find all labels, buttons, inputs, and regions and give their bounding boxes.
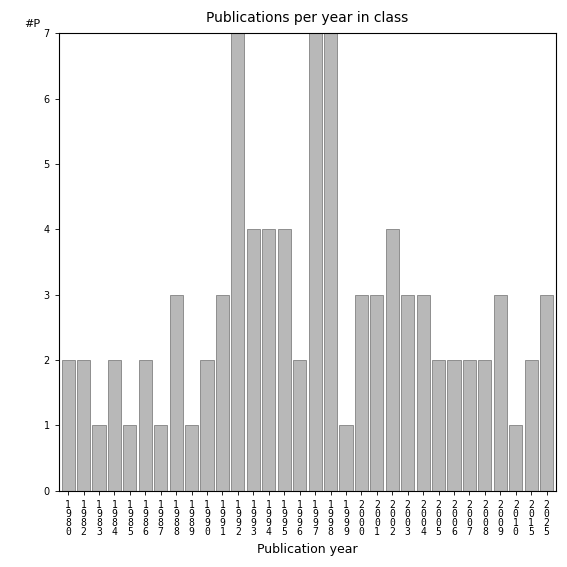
- Bar: [216, 295, 229, 490]
- Bar: [401, 295, 414, 490]
- Bar: [170, 295, 183, 490]
- Text: #P: #P: [24, 19, 40, 29]
- Bar: [262, 229, 276, 490]
- Bar: [479, 360, 492, 490]
- Bar: [154, 425, 167, 490]
- Bar: [355, 295, 368, 490]
- Bar: [77, 360, 90, 490]
- Bar: [185, 425, 198, 490]
- Bar: [278, 229, 291, 490]
- Bar: [293, 360, 306, 490]
- X-axis label: Publication year: Publication year: [257, 543, 358, 556]
- Bar: [231, 33, 244, 490]
- Bar: [340, 425, 353, 490]
- Bar: [509, 425, 522, 490]
- Bar: [524, 360, 538, 490]
- Bar: [92, 425, 105, 490]
- Bar: [370, 295, 383, 490]
- Bar: [108, 360, 121, 490]
- Bar: [324, 33, 337, 490]
- Bar: [540, 295, 553, 490]
- Bar: [386, 229, 399, 490]
- Title: Publications per year in class: Publications per year in class: [206, 11, 408, 25]
- Bar: [432, 360, 445, 490]
- Bar: [139, 360, 152, 490]
- Bar: [62, 360, 75, 490]
- Bar: [463, 360, 476, 490]
- Bar: [247, 229, 260, 490]
- Bar: [417, 295, 430, 490]
- Bar: [201, 360, 214, 490]
- Bar: [308, 33, 321, 490]
- Bar: [447, 360, 460, 490]
- Bar: [494, 295, 507, 490]
- Bar: [123, 425, 137, 490]
